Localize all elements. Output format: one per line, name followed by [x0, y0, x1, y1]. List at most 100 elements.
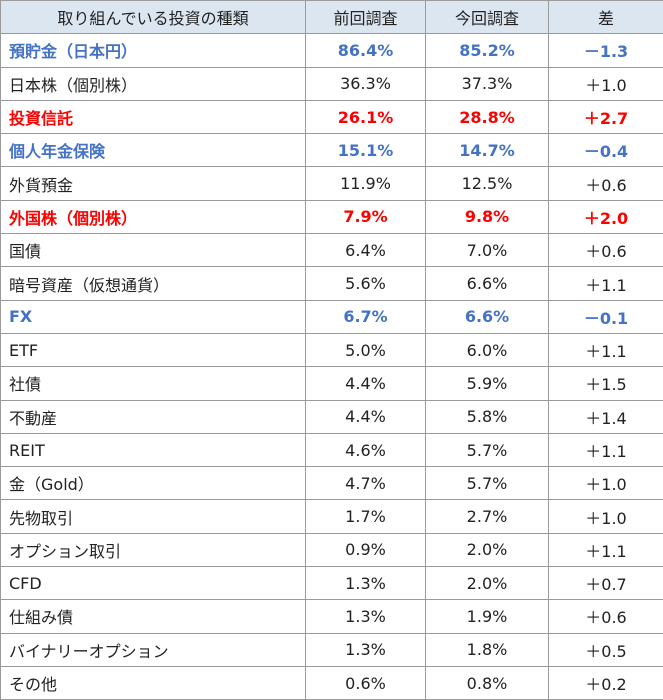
investment-type: 個人年金保険 [0, 133, 306, 168]
table-row: オプション取引 0.9% 2.0% ＋1.1 [0, 532, 663, 568]
investment-type: 社債 [0, 366, 306, 401]
table-row: 外貨預金 11.9% 12.5% ＋0.6 [0, 166, 663, 201]
table-row: REIT 4.6% 5.7% ＋1.1 [0, 432, 663, 468]
investment-type: 暗号資産（仮想通貨） [0, 266, 306, 301]
value-cell: 5.7% [425, 432, 549, 468]
table-row: CFD 1.3% 2.0% ＋0.7 [0, 566, 663, 601]
value-cell: 6.6% [425, 266, 549, 301]
table-row: 社債 4.4% 5.9% ＋1.5 [0, 366, 663, 401]
value-cell: ＋1.0 [548, 66, 663, 101]
value-cell: 37.3% [425, 66, 549, 101]
value-cell: 6.0% [425, 332, 549, 368]
value-cell: 5.8% [425, 399, 549, 434]
investment-type: 日本株（個別株） [0, 66, 306, 101]
investment-type: 投資信託 [0, 99, 306, 135]
value-cell: ＋1.1 [548, 332, 663, 368]
investment-type: 預貯金（日本円） [0, 33, 306, 68]
investment-type: バイナリーオプション [0, 632, 306, 667]
value-cell: 36.3% [305, 66, 426, 101]
investment-type: 先物取引 [0, 499, 306, 534]
value-cell: ＋0.7 [548, 566, 663, 601]
header-cell: 前回調査 [305, 0, 426, 35]
value-cell: 1.3% [305, 632, 426, 667]
table-row: 仕組み債 1.3% 1.9% ＋0.6 [0, 599, 663, 634]
value-cell: 4.4% [305, 366, 426, 401]
value-cell: ＋1.1 [548, 266, 663, 301]
value-cell: 5.9% [425, 366, 549, 401]
investment-type: 金（Gold） [0, 466, 306, 501]
value-cell: ＋2.0 [548, 199, 663, 235]
value-cell: 2.7% [425, 499, 549, 534]
value-cell: 12.5% [425, 166, 549, 201]
table-row: 暗号資産（仮想通貨） 5.6% 6.6% ＋1.1 [0, 266, 663, 301]
value-cell: 6.6% [425, 299, 549, 334]
value-cell: 7.9% [305, 199, 426, 235]
value-cell: 4.4% [305, 399, 426, 434]
value-cell: 1.3% [305, 599, 426, 634]
table-body: 預貯金（日本円） 86.4% 85.2% －1.3 日本株（個別株） 36.3% 37.3%… [0, 33, 663, 700]
value-cell: ＋1.4 [548, 399, 663, 434]
table-row: 不動産 4.4% 5.8% ＋1.4 [0, 399, 663, 434]
investment-type: オプション取引 [0, 532, 306, 568]
value-cell: ＋0.5 [548, 632, 663, 667]
value-cell: －1.3 [548, 33, 663, 68]
investment-type: REIT [0, 432, 306, 468]
table-row: 先物取引 1.7% 2.7% ＋1.0 [0, 499, 663, 534]
value-cell: ＋0.6 [548, 166, 663, 201]
table-row: ETF 5.0% 6.0% ＋1.1 [0, 332, 663, 368]
value-cell: 5.7% [425, 466, 549, 501]
value-cell: 28.8% [425, 99, 549, 135]
value-cell: 5.6% [305, 266, 426, 301]
value-cell: 1.7% [305, 499, 426, 534]
value-cell: ＋1.0 [548, 499, 663, 534]
value-cell: 85.2% [425, 33, 549, 68]
table-row: 外国株（個別株） 7.9% 9.8% ＋2.0 [0, 199, 663, 235]
table-row: 金（Gold） 4.7% 5.7% ＋1.0 [0, 466, 663, 501]
value-cell: 7.0% [425, 233, 549, 268]
value-cell: －0.1 [548, 299, 663, 334]
investment-type: ETF [0, 332, 306, 368]
value-cell: 6.7% [305, 299, 426, 334]
value-cell: 1.3% [305, 566, 426, 601]
value-cell: 15.1% [305, 133, 426, 168]
table-row: 個人年金保険 15.1% 14.7% －0.4 [0, 133, 663, 168]
investment-type: 不動産 [0, 399, 306, 434]
table-row: その他 0.6% 0.8% ＋0.2 [0, 665, 663, 700]
investment-type: 外貨預金 [0, 166, 306, 201]
value-cell: 2.0% [425, 532, 549, 568]
value-cell: ＋1.5 [548, 366, 663, 401]
value-cell: 2.0% [425, 566, 549, 601]
value-cell: 4.6% [305, 432, 426, 468]
investment-type: 外国株（個別株） [0, 199, 306, 235]
value-cell: 1.9% [425, 599, 549, 634]
value-cell: 6.4% [305, 233, 426, 268]
value-cell: 26.1% [305, 99, 426, 135]
value-cell: ＋0.2 [548, 665, 663, 700]
value-cell: 14.7% [425, 133, 549, 168]
investment-type: 国債 [0, 233, 306, 268]
value-cell: 9.8% [425, 199, 549, 235]
value-cell: ＋1.1 [548, 432, 663, 468]
investment-type: 仕組み債 [0, 599, 306, 634]
value-cell: 86.4% [305, 33, 426, 68]
value-cell: 0.6% [305, 665, 426, 700]
investment-type: その他 [0, 665, 306, 700]
header-cell: 取り組んでいる投資の種類 [0, 0, 306, 35]
investment-type: FX [0, 299, 306, 334]
table-row: バイナリーオプション 1.3% 1.8% ＋0.5 [0, 632, 663, 667]
value-cell: 4.7% [305, 466, 426, 501]
table-row: 預貯金（日本円） 86.4% 85.2% －1.3 [0, 33, 663, 68]
value-cell: ＋1.1 [548, 532, 663, 568]
value-cell: 0.8% [425, 665, 549, 700]
table-row: FX 6.7% 6.6% －0.1 [0, 299, 663, 334]
value-cell: 11.9% [305, 166, 426, 201]
table-row: 日本株（個別株） 36.3% 37.3% ＋1.0 [0, 66, 663, 101]
investment-type: CFD [0, 566, 306, 601]
value-cell: －0.4 [548, 133, 663, 168]
table-row: 投資信託 26.1% 28.8% ＋2.7 [0, 99, 663, 135]
value-cell: 0.9% [305, 532, 426, 568]
value-cell: 1.8% [425, 632, 549, 667]
value-cell: ＋2.7 [548, 99, 663, 135]
value-cell: ＋1.0 [548, 466, 663, 501]
